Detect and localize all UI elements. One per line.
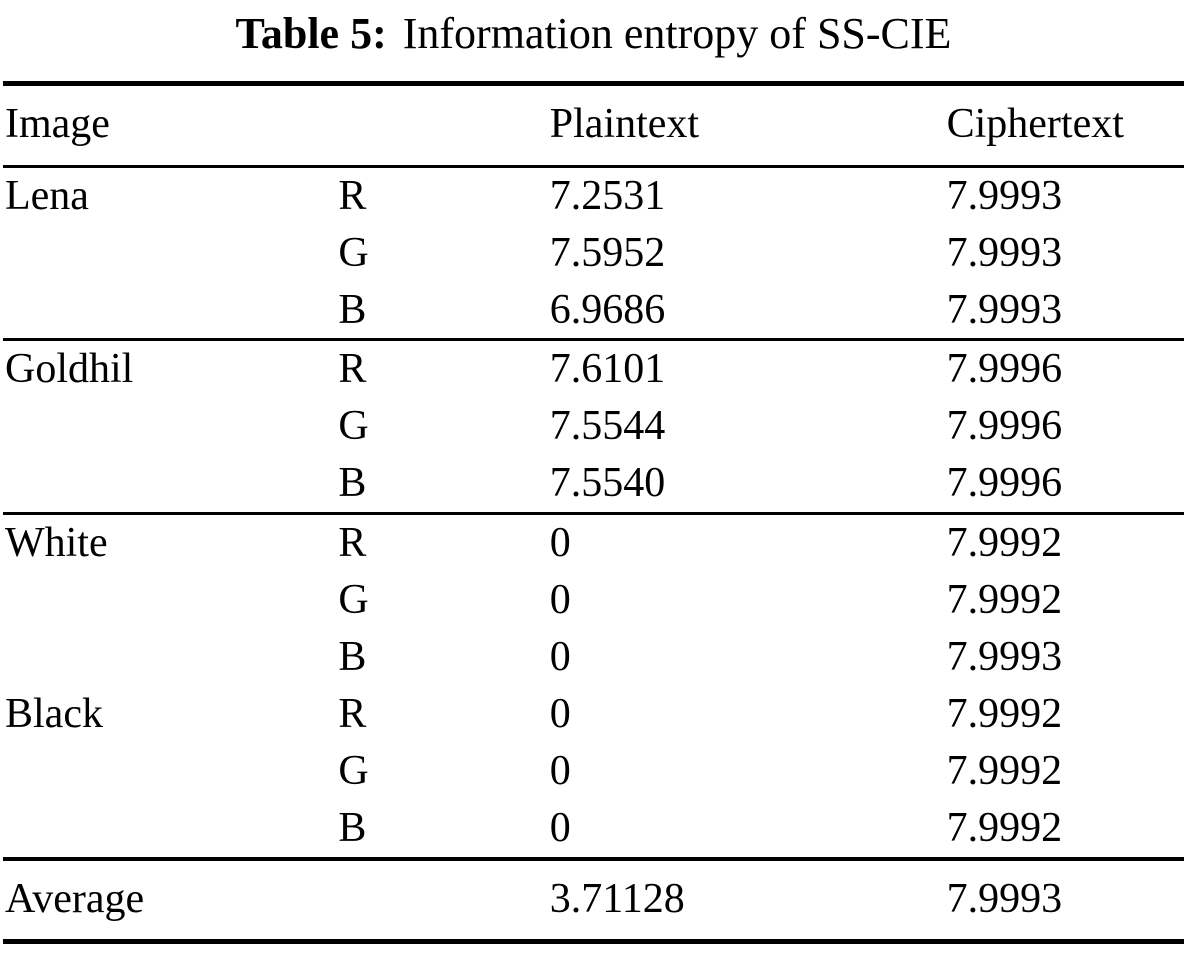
- header-ciphertext: Ciphertext: [946, 100, 1124, 147]
- image-cell: [3, 743, 338, 800]
- table-row: Black R 0 7.9992: [3, 686, 1184, 743]
- table-caption: Table 5: Information entropy of SS-CIE: [0, 8, 1187, 61]
- average-row: Average 3.71128 7.9993: [3, 859, 1184, 942]
- table-row: B 0 7.9992: [3, 800, 1184, 859]
- image-cell: [3, 225, 338, 282]
- plaintext-cell: 7.5952: [549, 229, 666, 276]
- image-cell: Average: [5, 875, 145, 922]
- channel-cell: R: [338, 172, 367, 219]
- table-header: Image Plaintext Ciphertext: [3, 83, 1184, 167]
- table-row: B 7.5540 7.9996: [3, 455, 1184, 513]
- table-row: White R 0 7.9992: [3, 514, 1184, 572]
- image-cell: [3, 455, 338, 513]
- header-image: Image: [5, 100, 110, 147]
- ciphertext-cell: 7.9992: [946, 747, 1063, 794]
- table-row: B 6.9686 7.9993: [3, 282, 1184, 340]
- plaintext-cell: 7.5544: [549, 403, 666, 450]
- plaintext-cell: 7.5540: [549, 460, 666, 507]
- table-row: B 0 7.9993: [3, 629, 1184, 686]
- ciphertext-cell: 7.9993: [946, 229, 1063, 276]
- caption-title: Information entropy of SS-CIE: [402, 9, 952, 58]
- header-row: Image Plaintext Ciphertext: [3, 83, 1184, 166]
- image-cell: [3, 572, 338, 629]
- ciphertext-cell: 7.9992: [946, 804, 1063, 851]
- header-plaintext: Plaintext: [549, 100, 700, 147]
- channel-cell: G: [338, 229, 369, 276]
- group-white-black: White R 0 7.9992 G 0 7.9992 B 0 7.9993 B…: [3, 514, 1184, 859]
- table-row: Goldhil R 7.6101 7.9996: [3, 340, 1184, 398]
- ciphertext-cell: 7.9993: [946, 172, 1063, 219]
- channel-cell: R: [338, 690, 367, 737]
- ciphertext-cell: 7.9993: [946, 875, 1063, 922]
- channel-cell: [338, 859, 549, 942]
- entropy-table: Image Plaintext Ciphertext Lena R 7.2531…: [3, 80, 1184, 945]
- plaintext-cell: 3.71128: [549, 875, 685, 922]
- ciphertext-cell: 7.9992: [946, 520, 1063, 567]
- plaintext-cell: 6.9686: [549, 286, 666, 333]
- image-cell: [3, 282, 338, 340]
- image-cell: Black: [5, 690, 103, 737]
- ciphertext-cell: 7.9996: [946, 460, 1063, 507]
- channel-cell: B: [338, 633, 367, 680]
- image-cell: Lena: [5, 172, 89, 219]
- header-channel: [338, 83, 549, 166]
- image-cell: Goldhil: [5, 346, 134, 393]
- plaintext-cell: 0: [549, 577, 571, 624]
- ciphertext-cell: 7.9992: [946, 690, 1063, 737]
- table-row: G 7.5952 7.9993: [3, 225, 1184, 282]
- group-lena: Lena R 7.2531 7.9993 G 7.5952 7.9993 B 6…: [3, 166, 1184, 340]
- channel-cell: G: [338, 403, 369, 450]
- group-goldhil: Goldhil R 7.6101 7.9996 G 7.5544 7.9996 …: [3, 340, 1184, 514]
- channel-cell: G: [338, 747, 369, 794]
- plaintext-cell: 7.2531: [549, 172, 666, 219]
- image-cell: [3, 398, 338, 455]
- ciphertext-cell: 7.9993: [946, 286, 1063, 333]
- image-cell: [3, 800, 338, 859]
- summary-section: Average 3.71128 7.9993: [3, 859, 1184, 942]
- channel-cell: R: [338, 346, 367, 393]
- ciphertext-cell: 7.9992: [946, 577, 1063, 624]
- plaintext-cell: 7.6101: [549, 346, 666, 393]
- caption-label: Table 5:: [235, 9, 387, 58]
- image-cell: [3, 629, 338, 686]
- table-row: G 0 7.9992: [3, 572, 1184, 629]
- plaintext-cell: 0: [549, 633, 571, 680]
- plaintext-cell: 0: [549, 804, 571, 851]
- table-row: Lena R 7.2531 7.9993: [3, 166, 1184, 224]
- image-cell: White: [5, 520, 108, 567]
- plaintext-cell: 0: [549, 690, 571, 737]
- table-row: G 0 7.9992: [3, 743, 1184, 800]
- channel-cell: B: [338, 804, 367, 851]
- ciphertext-cell: 7.9996: [946, 346, 1063, 393]
- plaintext-cell: 0: [549, 520, 571, 567]
- plaintext-cell: 0: [549, 747, 571, 794]
- table-row: G 7.5544 7.9996: [3, 398, 1184, 455]
- ciphertext-cell: 7.9996: [946, 403, 1063, 450]
- channel-cell: B: [338, 460, 367, 507]
- ciphertext-cell: 7.9993: [946, 633, 1063, 680]
- channel-cell: R: [338, 520, 367, 567]
- channel-cell: G: [338, 577, 369, 624]
- channel-cell: B: [338, 286, 367, 333]
